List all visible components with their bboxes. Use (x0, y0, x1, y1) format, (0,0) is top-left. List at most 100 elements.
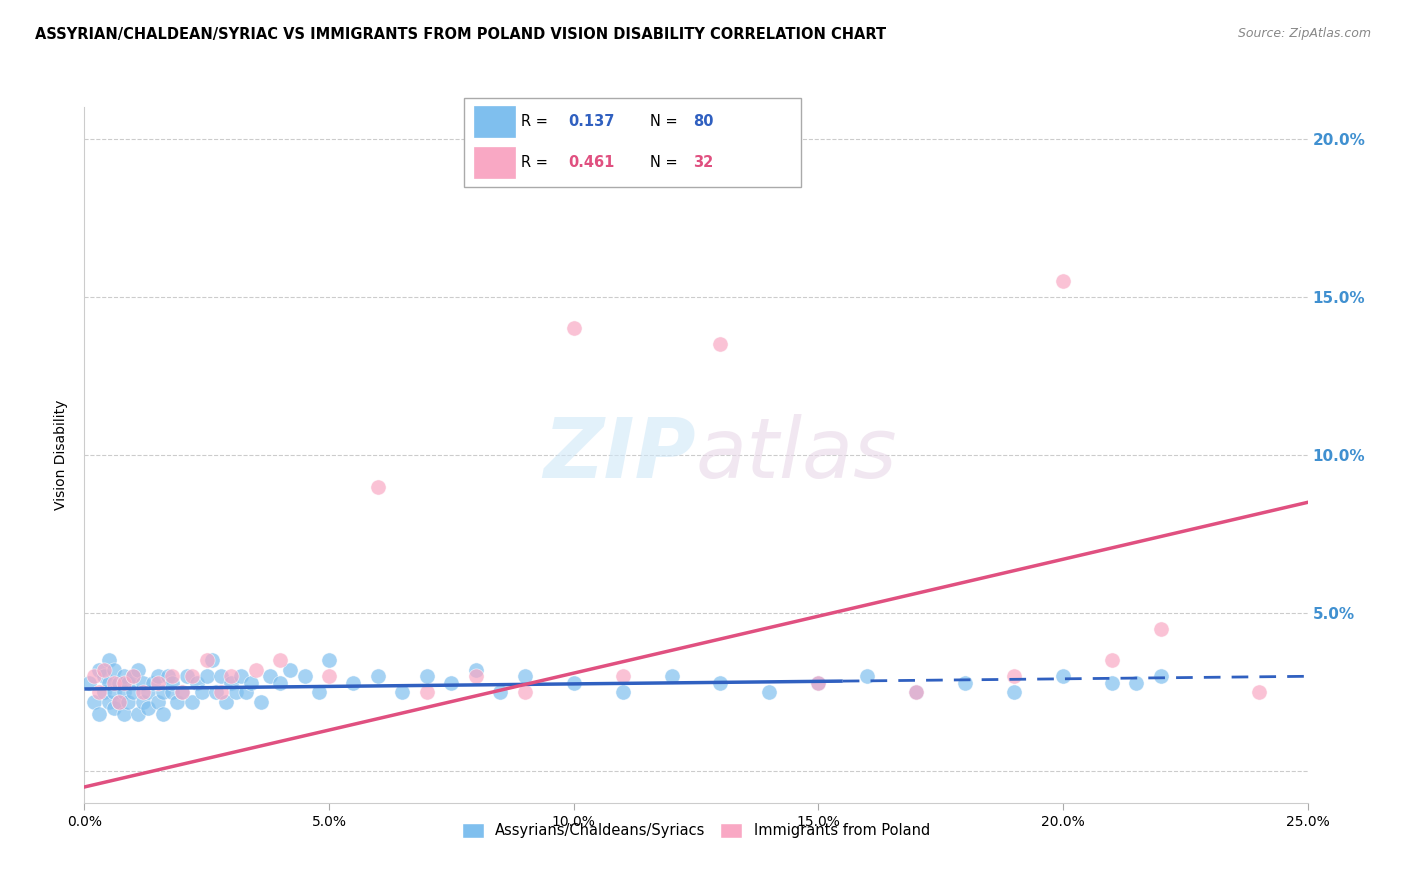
Point (294, 669, 316, 683)
Point (905, 685, 928, 699)
Point (235, 685, 257, 699)
Point (146, 695, 169, 709)
Point (112, 685, 135, 699)
Point (562, 675, 585, 690)
FancyBboxPatch shape (474, 147, 515, 178)
Point (181, 695, 204, 709)
Point (103, 663, 125, 677)
FancyBboxPatch shape (474, 106, 515, 137)
Text: N =: N = (650, 114, 682, 129)
Point (225, 685, 247, 699)
Point (1002, 685, 1025, 699)
Point (136, 701, 159, 715)
Point (117, 675, 139, 690)
Point (219, 675, 242, 690)
Point (122, 685, 145, 699)
Point (1101, 675, 1123, 690)
Point (172, 685, 194, 699)
Point (239, 675, 262, 690)
Text: ASSYRIAN/CHALDEAN/SYRIAC VS IMMIGRANTS FROM POLAND VISION DISABILITY CORRELATION: ASSYRIAN/CHALDEAN/SYRIAC VS IMMIGRANTS F… (35, 27, 886, 42)
Point (87, 663, 110, 677)
Point (107, 695, 129, 709)
Point (416, 685, 439, 699)
Point (464, 669, 486, 683)
Point (107, 695, 129, 709)
Point (146, 669, 169, 683)
Point (97, 695, 120, 709)
Point (308, 685, 330, 699)
Point (103, 675, 125, 690)
Point (856, 669, 879, 683)
Point (367, 669, 389, 683)
Point (562, 321, 585, 335)
Point (103, 685, 125, 699)
Point (152, 685, 174, 699)
Point (122, 669, 145, 683)
Point (195, 653, 218, 667)
Point (93, 685, 115, 699)
Text: 32: 32 (693, 155, 714, 170)
Point (142, 675, 165, 690)
Point (93, 669, 115, 683)
Point (172, 685, 194, 699)
Point (905, 685, 928, 699)
Point (219, 669, 242, 683)
Point (661, 669, 683, 683)
Point (709, 675, 731, 690)
Point (1150, 669, 1173, 683)
Point (103, 701, 125, 715)
Text: 0.461: 0.461 (568, 155, 614, 170)
Point (112, 707, 135, 722)
Point (1150, 622, 1173, 636)
Point (186, 675, 208, 690)
Point (97, 653, 120, 667)
Text: N =: N = (650, 155, 682, 170)
Point (269, 675, 291, 690)
Point (93, 663, 115, 677)
Point (132, 685, 155, 699)
Text: R =: R = (522, 155, 553, 170)
Point (132, 695, 155, 709)
Point (136, 685, 159, 699)
Text: atlas: atlas (696, 415, 897, 495)
Text: R =: R = (522, 114, 553, 129)
Point (513, 685, 536, 699)
Point (229, 669, 252, 683)
Point (318, 669, 340, 683)
Point (127, 663, 149, 677)
Point (146, 675, 169, 690)
Point (152, 707, 174, 722)
Point (513, 669, 536, 683)
Point (107, 675, 129, 690)
Point (489, 685, 512, 699)
Point (132, 675, 155, 690)
Point (83, 695, 105, 709)
Point (245, 663, 267, 677)
Point (612, 685, 634, 699)
Point (416, 669, 439, 683)
Point (367, 479, 389, 493)
Point (97, 675, 120, 690)
Point (318, 653, 340, 667)
Point (162, 669, 184, 683)
Point (215, 695, 238, 709)
Point (77, 675, 100, 690)
Point (162, 675, 184, 690)
Point (181, 669, 204, 683)
Point (391, 685, 413, 699)
Y-axis label: Vision Disability: Vision Disability (55, 400, 69, 510)
Text: ZIP: ZIP (543, 415, 696, 495)
Point (191, 685, 214, 699)
Point (117, 695, 139, 709)
Point (278, 663, 301, 677)
Point (249, 695, 271, 709)
Point (166, 695, 188, 709)
Point (87, 707, 110, 722)
Point (1052, 669, 1074, 683)
Text: 0.137: 0.137 (568, 114, 614, 129)
Point (953, 675, 976, 690)
Point (122, 669, 145, 683)
Point (205, 685, 228, 699)
Point (807, 675, 830, 690)
Point (209, 685, 232, 699)
